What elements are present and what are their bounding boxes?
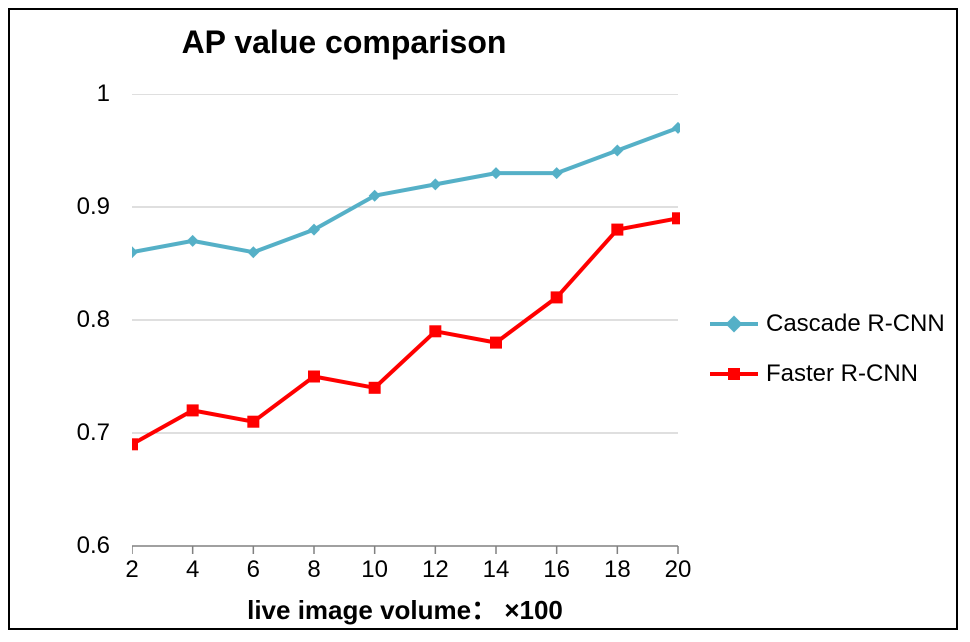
legend-item-cascade: Cascade R-CNN [710, 310, 945, 338]
x-tick-label: 12 [422, 556, 449, 584]
legend-item-faster: Faster R-CNN [710, 360, 945, 388]
x-axis-label: live image volume： ×100 [132, 590, 678, 627]
x-tick-label: 6 [247, 556, 260, 584]
legend: Cascade R-CNN Faster R-CNN [710, 310, 945, 410]
x-tick-label: 20 [665, 556, 692, 584]
legend-label-faster: Faster R-CNN [766, 360, 918, 388]
x-tick-label: 14 [483, 556, 510, 584]
plot-area [132, 94, 680, 556]
y-tick-label: 0.7 [77, 419, 110, 447]
x-tick-label: 18 [604, 556, 631, 584]
legend-swatch-cascade [710, 322, 758, 326]
chart-frame: AP value comparison live image volume： ×… [8, 8, 958, 630]
chart-title: AP value comparison [10, 24, 678, 61]
y-tick-label: 0.6 [77, 532, 110, 560]
x-tick-label: 4 [186, 556, 199, 584]
x-tick-label: 2 [125, 556, 138, 584]
legend-swatch-faster [710, 372, 758, 376]
y-tick-label: 0.9 [77, 193, 110, 221]
x-tick-label: 8 [307, 556, 320, 584]
y-tick-label: 0.8 [77, 306, 110, 334]
x-tick-label: 10 [361, 556, 388, 584]
x-tick-label: 16 [543, 556, 570, 584]
legend-label-cascade: Cascade R-CNN [766, 310, 945, 338]
y-tick-label: 1 [97, 80, 110, 108]
